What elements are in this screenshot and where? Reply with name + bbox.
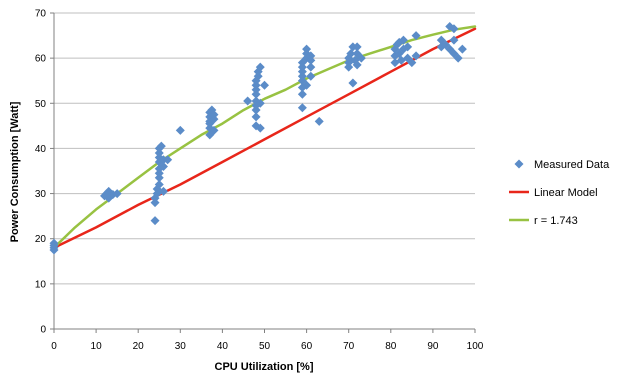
- data-point-47: [251, 80, 261, 90]
- legend-label-1: Linear Model: [534, 187, 598, 199]
- data-point-51: [255, 62, 265, 72]
- x-tick-label-20: 20: [133, 341, 145, 352]
- data-point-82: [356, 53, 366, 63]
- data-point-66: [302, 80, 312, 90]
- data-point-23: [156, 141, 166, 151]
- legend-label-2: r = 1.743: [534, 215, 578, 227]
- data-point-70: [306, 51, 316, 61]
- data-point-9: [112, 189, 122, 199]
- data-point-68: [306, 62, 316, 72]
- data-point-72: [344, 62, 354, 72]
- data-point-106: [457, 44, 467, 54]
- axes: [50, 12, 476, 333]
- y-tick-label-70: 70: [35, 9, 47, 20]
- legend-marker-0: [514, 159, 524, 169]
- data-point-59: [297, 71, 307, 81]
- data-point-16: [154, 173, 164, 183]
- data-point-79: [352, 60, 362, 70]
- legend: Measured Data Linear Model r = 1.743: [509, 159, 610, 227]
- y-axis-title: Power Consumption [Watt]: [9, 101, 21, 242]
- data-point-40: [251, 121, 261, 131]
- data-point-69: [306, 55, 316, 65]
- data-point-21: [154, 148, 164, 158]
- x-tick-label-30: 30: [175, 341, 187, 352]
- data-point-53: [255, 98, 265, 108]
- data-point-11: [150, 198, 160, 208]
- data-point-10: [150, 216, 160, 226]
- data-point-27: [163, 155, 173, 165]
- x-tick-label-40: 40: [217, 341, 229, 352]
- data-point-94: [407, 58, 417, 68]
- series-points: [49, 22, 467, 255]
- data-point-104: [449, 24, 459, 34]
- data-point-45: [251, 89, 261, 99]
- series-line-1: [52, 27, 477, 249]
- data-point-81: [352, 42, 362, 52]
- data-point-38: [209, 110, 219, 120]
- y-tick-label-20: 20: [35, 234, 47, 245]
- x-tick-label-80: 80: [385, 341, 397, 352]
- x-tick-label-10: 10: [91, 341, 103, 352]
- data-point-102: [449, 35, 459, 45]
- y-tick-label-60: 60: [35, 54, 47, 65]
- gridlines: [54, 12, 475, 285]
- data-point-75: [346, 49, 356, 59]
- y-tick-labels: 0 10 20 30 40 50 60 70: [35, 9, 47, 336]
- y-tick-label-40: 40: [35, 144, 47, 155]
- data-point-105: [453, 53, 463, 63]
- data-point-15: [154, 180, 164, 190]
- data-point-3: [49, 238, 59, 248]
- data-point-77: [348, 78, 358, 88]
- y-tick-label-50: 50: [35, 99, 47, 110]
- x-tick-labels: 0 10 20 30 40 50 60 70 80 90 100: [51, 341, 484, 352]
- data-point-67: [306, 71, 316, 81]
- data-point-41: [251, 112, 261, 122]
- x-axis-title: CPU Utilization [%]: [215, 361, 314, 373]
- data-point-61: [297, 62, 307, 72]
- data-point-26: [158, 186, 168, 196]
- x-tick-label-90: 90: [427, 341, 439, 352]
- data-point-52: [255, 123, 265, 133]
- data-point-24: [158, 161, 168, 171]
- data-point-56: [297, 89, 307, 99]
- data-point-39: [243, 96, 253, 106]
- data-point-37: [209, 125, 219, 135]
- data-point-54: [260, 80, 269, 90]
- y-tick-label-30: 30: [35, 189, 47, 200]
- data-point-49: [253, 71, 263, 81]
- data-point-17: [154, 168, 164, 178]
- data-point-95: [411, 51, 421, 61]
- x-tick-label-100: 100: [467, 341, 484, 352]
- data-point-93: [403, 42, 413, 52]
- data-point-55: [297, 103, 307, 113]
- y-tick-label-10: 10: [35, 279, 47, 290]
- data-point-42: [251, 105, 261, 115]
- data-point-60: [297, 67, 307, 77]
- data-point-96: [411, 31, 421, 41]
- data-point-65: [302, 44, 312, 54]
- x-tick-label-50: 50: [259, 341, 271, 352]
- data-point-46: [251, 85, 261, 95]
- y-tick-label-0: 0: [40, 325, 46, 336]
- legend-label-0: Measured Data: [534, 159, 610, 171]
- x-tick-label-0: 0: [51, 341, 57, 352]
- data-point-36: [209, 114, 219, 124]
- x-tick-label-60: 60: [301, 341, 313, 352]
- x-tick-label-70: 70: [343, 341, 355, 352]
- data-point-28: [175, 125, 185, 135]
- data-point-91: [398, 35, 408, 45]
- data-point-71: [314, 116, 324, 126]
